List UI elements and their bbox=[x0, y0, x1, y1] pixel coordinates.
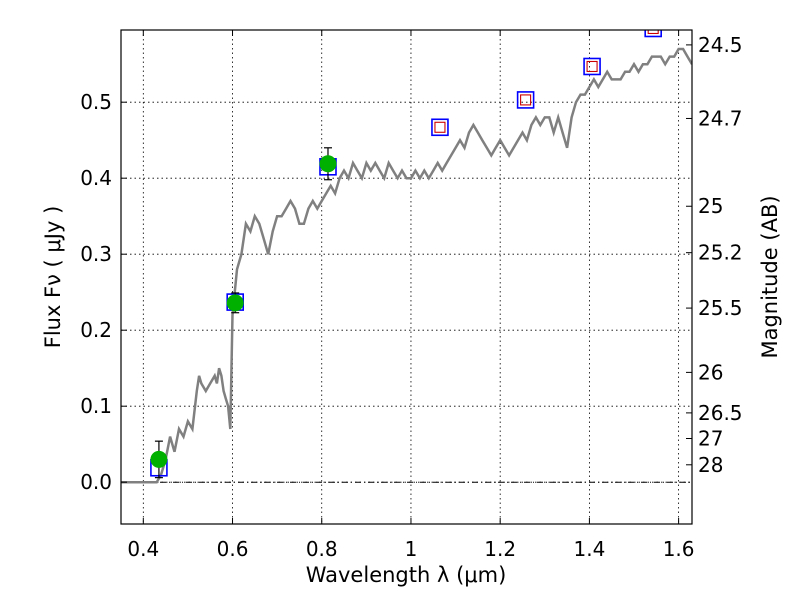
x-axis-label: Wavelength λ (μm) bbox=[306, 563, 507, 587]
magnitude-tick-label: 25.5 bbox=[698, 296, 743, 320]
y-tick-labels: 0.0 0.1 0.2 0.3 0.4 0.5 bbox=[80, 90, 112, 494]
magnitude-tick-label: 25 bbox=[698, 194, 723, 218]
x-tick-label: 1 bbox=[405, 537, 418, 561]
observed-markers bbox=[150, 147, 337, 479]
model-photometry-markers bbox=[150, 30, 662, 477]
plot-background bbox=[121, 30, 692, 524]
observed-point bbox=[226, 294, 244, 312]
predicted-markers bbox=[434, 30, 659, 133]
magnitude-tick-label: 27 bbox=[698, 427, 723, 451]
predicted-square bbox=[434, 121, 446, 133]
magnitude-tick-label: 28 bbox=[698, 453, 723, 477]
x-tick-label: 1.4 bbox=[573, 537, 605, 561]
y-tick-label: 0.2 bbox=[80, 318, 112, 342]
predicted-square bbox=[520, 94, 532, 106]
observed-point bbox=[319, 155, 337, 173]
y-axis-label: Flux Fν ( μJy ) bbox=[41, 206, 65, 349]
observed-point bbox=[150, 450, 168, 468]
magnitude-tick-label: 26.5 bbox=[698, 401, 743, 425]
model-spectrum-line bbox=[121, 47, 692, 484]
magnitude-tick-label: 26 bbox=[698, 360, 723, 384]
plot-frame bbox=[120, 29, 693, 525]
plot-area bbox=[121, 30, 692, 484]
y-tick-label: 0.3 bbox=[80, 242, 112, 266]
predicted-square bbox=[586, 60, 598, 73]
model-photometry-square bbox=[431, 118, 449, 137]
x-tick-label: 0.8 bbox=[306, 537, 338, 561]
model-photometry-square bbox=[583, 57, 601, 76]
axis-ticks bbox=[121, 30, 692, 524]
predicted-square bbox=[647, 30, 659, 35]
x-tick-label: 1.2 bbox=[484, 537, 516, 561]
y-tick-label: 0.0 bbox=[80, 470, 112, 494]
x-tick-label: 1.6 bbox=[663, 537, 695, 561]
model-photometry-square bbox=[516, 91, 535, 109]
x-tick-labels: 0.4 0.6 0.8 1 1.2 1.4 1.6 bbox=[127, 537, 694, 561]
y-tick-label: 0.4 bbox=[80, 166, 112, 190]
x-tick-label: 0.4 bbox=[127, 537, 159, 561]
magnitude-tick-label: 24.7 bbox=[698, 106, 743, 130]
right-y-axis-label: Magnitude (AB) bbox=[758, 195, 782, 358]
y-tick-label: 0.5 bbox=[80, 90, 112, 114]
magnitude-tick-label: 24.5 bbox=[698, 33, 743, 57]
model-photometry-square bbox=[644, 30, 662, 38]
x-tick-label: 0.6 bbox=[217, 537, 249, 561]
magnitude-tick-label: 25.2 bbox=[698, 241, 743, 265]
y-tick-label: 0.1 bbox=[80, 394, 112, 418]
